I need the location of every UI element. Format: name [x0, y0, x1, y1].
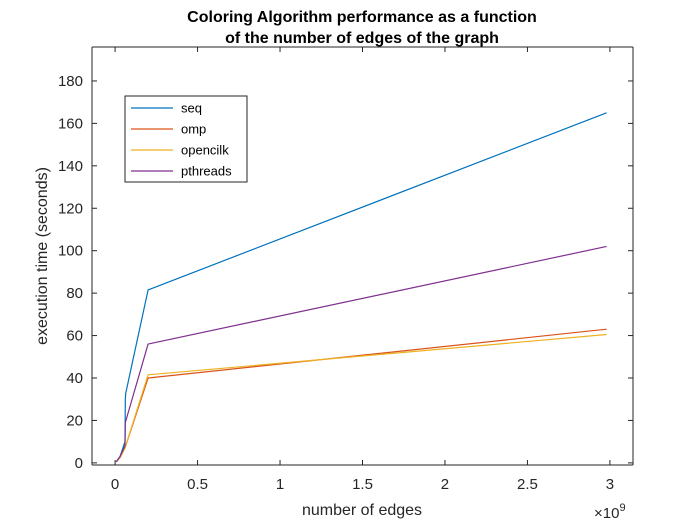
legend: seq omp opencilk pthreads — [124, 95, 248, 183]
chart-title-line-2: of the number of edges of the graph — [225, 30, 499, 47]
y-tick-label: 180 — [58, 73, 83, 90]
x-tick-label: 0 — [111, 476, 119, 493]
y-tick-label: 160 — [58, 115, 83, 132]
y-tick-label: 60 — [66, 328, 83, 345]
legend-items: seq omp opencilk pthreads — [131, 101, 232, 179]
y-tick-label: 100 — [58, 243, 83, 260]
y-tick-label: 120 — [58, 200, 83, 217]
y-tick-label: 80 — [66, 285, 83, 302]
x-tick-label: 2 — [441, 476, 449, 493]
x-exponent-label: ×109 — [594, 502, 626, 522]
x-tick-label: 3 — [606, 476, 614, 493]
x-tick-label: 1.5 — [352, 476, 373, 493]
chart-title-line-1: Coloring Algorithm performance as a func… — [187, 9, 537, 26]
legend-label-pthreads: pthreads — [181, 164, 232, 179]
y-axis-label: execution time (seconds) — [34, 167, 51, 345]
legend-box — [124, 95, 248, 183]
y-tick-label: 140 — [58, 158, 83, 175]
y-tick-label: 20 — [66, 412, 83, 429]
y-tick-label: 0 — [75, 455, 83, 472]
series-line-pthreads — [115, 245, 607, 463]
legend-label-omp: omp — [181, 122, 206, 137]
x-tick-label: 0.5 — [187, 476, 208, 493]
x-axis-label: number of edges — [302, 502, 422, 519]
series-layer — [115, 112, 607, 463]
x-tick-layer: 0 0.5 1 1.5 2 2.5 3 — [111, 47, 614, 493]
y-tick-label: 40 — [66, 370, 83, 387]
y-tick-layer: 0 20 40 60 80 100 120 140 160 180 — [58, 73, 633, 472]
x-exponent-base: ×10 — [594, 505, 619, 522]
x-exponent-power: 9 — [619, 502, 625, 514]
x-tick-label: 1 — [276, 476, 284, 493]
legend-label-opencilk: opencilk — [181, 143, 229, 158]
x-tick-label: 2.5 — [517, 476, 538, 493]
legend-label-seq: seq — [181, 101, 202, 116]
